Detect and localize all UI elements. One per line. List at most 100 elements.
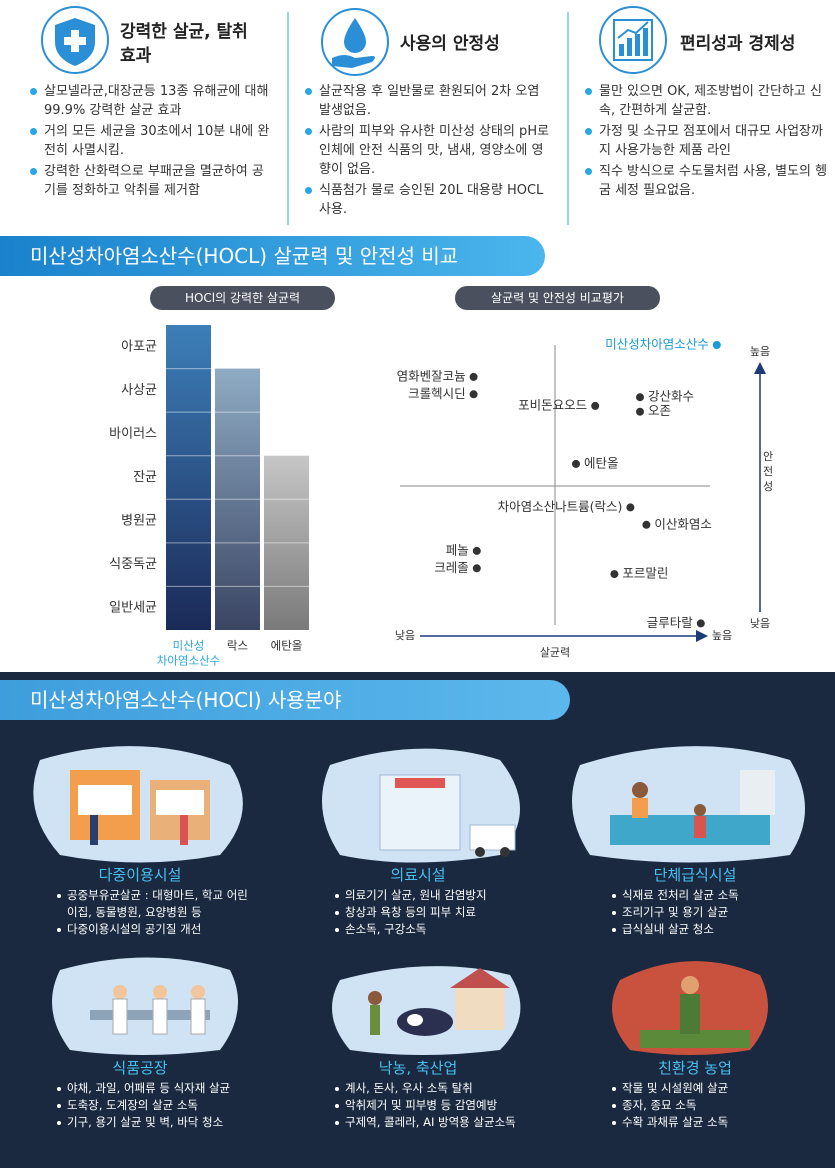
scatter-point [469, 390, 478, 399]
point-label: 오존 [648, 403, 671, 418]
column-label: 차아염소산수 [157, 654, 220, 668]
card-item: 야채, 과일, 어패류 등 식자재 살균 [55, 1080, 255, 1097]
scatter-point [472, 564, 481, 573]
point-label: 크레졸 [434, 560, 469, 575]
scatter-point [591, 401, 600, 410]
card-title: 의료시설 [390, 866, 446, 884]
y-low-label: 낮음 [750, 617, 770, 630]
illustration-public [33, 746, 243, 863]
card-item: 구제역, 콜레라, AI 방역용 살균소독 [333, 1114, 533, 1131]
point-label: 차아염소산나트륨(락스) [498, 499, 623, 514]
illustration-farm [612, 961, 768, 1055]
icon-water [321, 8, 389, 76]
point-label: 크롤헥시딘 [408, 386, 466, 401]
feature-list: 살모넬라균,대장균등 13종 유해균에 대해 99.9% 강력한 살균 효과 거의… [30, 82, 275, 202]
row-label: 사상균 [121, 383, 157, 398]
feature-item: 거의 모든 세균을 30초에서 10분 내에 완전히 사멸시킴. [30, 122, 275, 160]
row-label: 일반세균 [109, 601, 157, 616]
card-item: 식재료 전처리 살균 소독 [610, 887, 810, 904]
card-list: 의료기기 살균, 원내 감염방지 창상과 욕창 등의 피부 치료 손소독, 구강소독 [333, 887, 533, 938]
feature-item: 강력한 산화력으로 부패균을 멸균하여 공기를 정화하고 악취를 제거함 [30, 162, 275, 200]
point-label: 미산성차아염소산수 [605, 337, 709, 352]
illustrations [33, 746, 805, 1055]
card-item: 다중이용시설의 공기질 개선 [55, 921, 255, 938]
card-title: 식품공장 [112, 1059, 168, 1077]
card-title: 단체급식시설 [653, 866, 737, 884]
card-title: 다중이용시설 [98, 866, 182, 884]
card-item: 종자, 종묘 소독 [610, 1097, 810, 1114]
scatter-point [712, 341, 721, 349]
column-label: 에탄올 [271, 639, 303, 653]
point-label: 에탄올 [584, 455, 619, 470]
scatter-point [636, 393, 644, 402]
illustration-livestock [332, 966, 521, 1055]
illustration-factory [52, 957, 238, 1055]
x-high-label: 높음 [712, 629, 732, 642]
section-banner: 미산성차아염소산수(HOCL) 살균력 및 안전성 비교 [0, 236, 545, 276]
feature-title: 편리성과 경제성 [680, 34, 796, 54]
card-item: 도축장, 도계장의 살균 소독 [55, 1097, 255, 1114]
scatter-point [472, 546, 481, 555]
card-item: 의료기기 살균, 원내 감염방지 [333, 887, 533, 904]
feature-list: 살균작용 후 일반물로 환원되어 2차 오염 발생없음. 사람의 피부와 유사한 … [305, 82, 550, 221]
feature-item: 가정 및 소규모 점포에서 대규모 사업장까지 사용가능한 제품 라인 [585, 122, 830, 160]
card-item: 급식실내 살균 청소 [610, 921, 810, 938]
feature-item: 사람의 피부와 유사한 미산성 상태의 pH로 인체에 안전 식품의 맛, 냄새… [305, 122, 550, 179]
scatter-point [626, 503, 635, 512]
point-label: 이산화염소 [654, 516, 712, 531]
feature-item: 살균작용 후 일반물로 환원되어 2차 오염 발생없음. [305, 82, 550, 120]
card-item: 공중부유균살균 : 대형마트, 학교 어린이집, 동물병원, 요양병원 등 [55, 887, 255, 921]
card-item: 기구, 용기 살균 및 벽, 바닥 청소 [55, 1114, 255, 1131]
point-label: 염화벤잘코늄 [397, 368, 466, 383]
scatter-point [696, 619, 705, 628]
card-title: 친환경 농업 [658, 1059, 732, 1077]
card-list: 계사, 돈사, 우사 소독 탈취 악취제거 및 피부병 등 감염예방 구제역, 콜레… [333, 1080, 533, 1131]
scatter-point [642, 520, 651, 529]
card-list: 식재료 전처리 살균 소독 조리기구 및 용기 살균 급식실내 살균 청소 [610, 887, 810, 938]
scatter-point [572, 459, 580, 468]
feature-list: 물만 있으면 OK, 제조방법이 간단하고 신속, 간편하게 살균함. 가정 및 … [585, 82, 830, 202]
point-label: 강산화수 [648, 389, 694, 404]
card-item: 수확 과채류 살균 소독 [610, 1114, 810, 1131]
illustration-medical [322, 748, 520, 863]
card-item: 조리기구 및 용기 살균 [610, 904, 810, 921]
feature-item: 물만 있으면 OK, 제조방법이 간단하고 신속, 간편하게 살균함. [585, 82, 830, 120]
chart-title: 살균력 및 안전성 비교평가 [455, 286, 660, 310]
icon-shield [41, 6, 109, 74]
card-item: 창상과 욕창 등의 피부 치료 [333, 904, 533, 921]
x-axis-label: 살균력 [540, 646, 570, 659]
scatter-point [469, 372, 478, 381]
point-label: 포비돈요오드 [518, 397, 587, 412]
row-label: 식중독균 [109, 557, 157, 572]
feature-item: 살모넬라균,대장균등 13종 유해균에 대해 99.9% 강력한 살균 효과 [30, 82, 275, 120]
feature-title: 강력한 살균, 탈취효과 [120, 22, 248, 66]
column-label: 락스 [227, 639, 248, 653]
scatter-point [636, 407, 644, 416]
x-low-label: 낮음 [395, 629, 415, 642]
row-label: 병원균 [121, 514, 157, 529]
card-title: 낙농, 축산업 [378, 1059, 458, 1077]
feature-title: 사용의 안정성 [400, 34, 500, 54]
top-decor [41, 6, 667, 225]
card-list: 야채, 과일, 어패류 등 식자재 살균 도축장, 도계장의 살균 소독 기구, 용… [55, 1080, 255, 1131]
row-label: 아포균 [121, 339, 157, 354]
column-label: 미산성 [173, 639, 205, 653]
point-label: 포르말린 [622, 566, 668, 581]
scatter-point [610, 570, 619, 579]
icon-chart [599, 6, 667, 74]
card-item: 작물 및 시설원예 살균 [610, 1080, 810, 1097]
point-label: 글루타랄 [647, 615, 694, 630]
row-label: 바이러스 [109, 426, 157, 441]
illustration-cafeteria [572, 746, 805, 863]
section-banner: 미산성차아염소산수(HOCl) 사용분야 [0, 680, 570, 720]
feature-item: 식품첨가 물로 승인된 20L 대용량 HOCL 사용. [305, 181, 550, 219]
feature-item: 직수 방식으로 수도물처럼 사용, 별도의 헹굼 세정 필요없음. [585, 162, 830, 200]
card-item: 손소독, 구강소독 [333, 921, 533, 938]
chart-title: HOCl의 강력한 살균력 [150, 286, 335, 310]
y-high-label: 높음 [750, 345, 770, 358]
row-label: 잔균 [133, 470, 157, 485]
card-item: 악취제거 및 피부병 등 감염예방 [333, 1097, 533, 1114]
